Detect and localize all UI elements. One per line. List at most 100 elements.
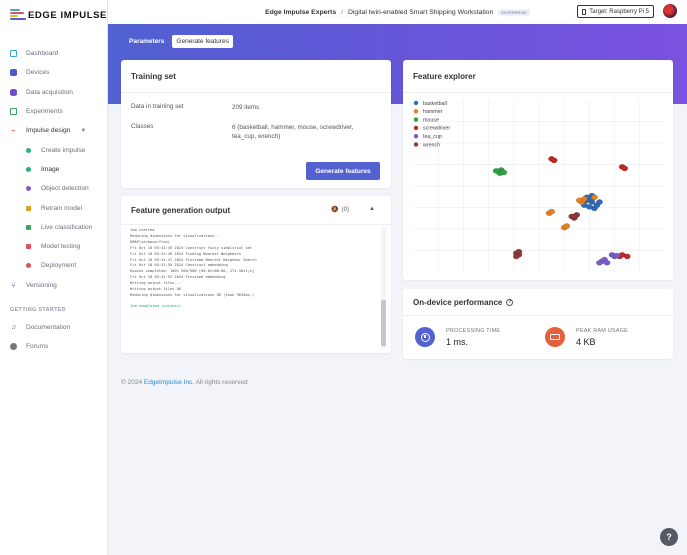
sidebar-item-label: Data acquisition bbox=[26, 88, 73, 96]
data-point-hammer[interactable] bbox=[548, 208, 556, 215]
training-set-title: Training set bbox=[131, 72, 176, 81]
sidebar-item-dashboard[interactable]: Dashboard bbox=[0, 44, 107, 63]
feature-explorer-card: Feature explorer basketball hammer mouse sc… bbox=[403, 60, 673, 280]
log-line: Reducing dimensions for visualizations..… bbox=[130, 233, 222, 238]
data-point-screwdriver[interactable] bbox=[623, 253, 631, 260]
logo[interactable]: EDGE IMPULSE bbox=[0, 0, 107, 30]
row-value: 6 (basketball, hammer, mouse, screwdrive… bbox=[232, 124, 354, 140]
data-point-mouse[interactable] bbox=[492, 168, 500, 174]
feature-explorer-plot[interactable]: basketball hammer mouse screwdriver tea_cup w… bbox=[413, 100, 665, 272]
avatar[interactable] bbox=[663, 4, 677, 18]
sidebar-subitem-live-classification[interactable]: Live classification bbox=[0, 218, 107, 237]
sidebar-item-versioning[interactable]: ⑂ Versioning bbox=[0, 276, 107, 295]
sidebar-item-forums[interactable]: Forums bbox=[0, 337, 107, 356]
sidebar-item-label: Deployment bbox=[41, 262, 77, 270]
chevron-down-icon[interactable]: ▼ bbox=[80, 127, 87, 134]
monitor-icon bbox=[10, 50, 17, 58]
metric-label: PEAK RAM USAGE bbox=[576, 327, 629, 334]
metric-value: 4 KB bbox=[576, 336, 596, 347]
sidebar-nav: Dashboard Devices Data acquisition Exper… bbox=[0, 44, 107, 356]
legend-label-tea_cup: tea_cup bbox=[423, 134, 442, 140]
data-point-hammer[interactable] bbox=[580, 196, 588, 202]
sidebar-item-documentation[interactable]: ♫ Documentation bbox=[0, 318, 107, 337]
data-point-tea_cup[interactable] bbox=[613, 252, 621, 259]
scatter-plot[interactable]: basketball hammer mouse screwdriver tea_cupw… bbox=[413, 100, 665, 272]
data-point-tea_cup[interactable] bbox=[596, 259, 603, 266]
console-output: Job started Reducing dimensions for visu… bbox=[130, 228, 390, 350]
sidebar-subitem-retrain-model[interactable]: Retrain model bbox=[0, 198, 107, 217]
collapse-icon[interactable]: ▲ bbox=[369, 206, 375, 212]
sidebar-subitem-object-detection[interactable]: Object detection bbox=[0, 179, 107, 198]
legend-label-screwdriver: screwdriver bbox=[423, 126, 450, 132]
tab-generate-features[interactable]: Generate features bbox=[172, 35, 233, 48]
log-line: Job started bbox=[130, 228, 155, 232]
topbar: Edge Impulse Experts / Digital twin-enab… bbox=[108, 0, 687, 24]
footer-company-link[interactable]: EdgeImpulse Inc. bbox=[143, 379, 195, 386]
dot-icon bbox=[26, 166, 31, 172]
legend-marker-screwdriver bbox=[413, 125, 419, 131]
data-point-basketball[interactable] bbox=[585, 204, 593, 210]
generate-features-button[interactable]: Generate features bbox=[306, 162, 380, 180]
data-point-tea_cup[interactable] bbox=[603, 259, 611, 266]
data-point-basketball[interactable] bbox=[596, 199, 603, 205]
log-line: Fri Oct 18 05:41:45 2024 Construct fuzzy… bbox=[130, 245, 253, 250]
breadcrumb-project[interactable]: Digital twin-enabled Smart Shipping Work… bbox=[348, 8, 494, 16]
divider bbox=[403, 315, 673, 316]
data-point-hammer[interactable] bbox=[563, 223, 571, 229]
sidebar-item-label: Model testing bbox=[41, 243, 81, 251]
log-line: Writing output files... bbox=[130, 281, 182, 286]
tabs: Parameters Generate features bbox=[125, 35, 237, 48]
sidebar-item-label: Documentation bbox=[26, 324, 71, 331]
sidebar-item-devices[interactable]: Devices bbox=[0, 63, 107, 82]
divider bbox=[403, 92, 673, 93]
training-set-card: Training set Data in training set 209 it… bbox=[121, 60, 391, 188]
devices-icon bbox=[10, 69, 17, 77]
legend-label-mouse: mouse bbox=[423, 117, 439, 123]
legend-marker-tea_cup bbox=[413, 134, 419, 139]
sidebar-item-label: Devices bbox=[26, 69, 50, 77]
section-title-getting-started: GETTING STARTED bbox=[10, 306, 67, 313]
memory-icon bbox=[545, 327, 565, 347]
sidebar: EDGE IMPULSE Dashboard Devices Data acqu… bbox=[0, 0, 108, 555]
dot-icon bbox=[26, 147, 31, 153]
row-value: 209 items bbox=[232, 104, 260, 111]
sidebar-subitem-create-impulse[interactable]: Create impulse bbox=[0, 140, 107, 159]
help-button[interactable]: ? bbox=[660, 528, 678, 546]
on-device-title-text: On-device performance bbox=[413, 298, 503, 307]
help-icon[interactable]: ? bbox=[506, 299, 514, 306]
sidebar-item-label: Image bbox=[41, 165, 60, 173]
sidebar-subitem-deployment[interactable]: Deployment bbox=[0, 256, 107, 275]
sidebar-item-label: Live classification bbox=[41, 223, 93, 231]
logo-text: EDGE IMPULSE bbox=[28, 9, 107, 21]
sidebar-item-label: Impulse design bbox=[26, 127, 71, 135]
sidebar-item-impulse-design[interactable]: ⌁ Impulse design ▼ bbox=[0, 121, 107, 140]
notification-toggle[interactable]: 🔕 (0) bbox=[331, 206, 349, 214]
forum-icon bbox=[10, 343, 17, 351]
breadcrumb-owner[interactable]: Edge Impulse Experts bbox=[265, 8, 337, 16]
deployment-icon bbox=[26, 263, 31, 269]
data-point-wrench[interactable] bbox=[570, 213, 578, 220]
log-line: Reducing dimensions for visualizations O… bbox=[130, 292, 255, 297]
data-point-screwdriver[interactable] bbox=[621, 165, 629, 172]
feature-explorer-title: Feature explorer bbox=[413, 72, 476, 81]
target-device-button[interactable]: Target: Raspberry Pi 5 bbox=[577, 5, 654, 18]
dot-icon bbox=[26, 186, 31, 192]
legend-marker-wrench bbox=[413, 142, 419, 147]
data-point-wrench[interactable] bbox=[512, 253, 520, 260]
console-scrollbar[interactable] bbox=[381, 228, 386, 348]
sidebar-subitem-image[interactable]: Image bbox=[0, 160, 107, 179]
sidebar-item-data-acquisition[interactable]: Data acquisition bbox=[0, 83, 107, 102]
sidebar-item-experiments[interactable]: Experiments bbox=[0, 102, 107, 121]
data-point-mouse[interactable] bbox=[500, 169, 508, 176]
table-icon bbox=[10, 108, 17, 116]
feature-output-card: Feature generation output 🔕 (0) ▲ Job st… bbox=[121, 196, 391, 353]
tab-parameters[interactable]: Parameters bbox=[129, 38, 165, 45]
sidebar-item-label: Object detection bbox=[41, 185, 89, 193]
data-point-wrench[interactable] bbox=[515, 248, 523, 255]
sidebar-item-label: Retrain model bbox=[41, 204, 83, 212]
data-point-screwdriver[interactable] bbox=[550, 157, 558, 164]
scrollbar-thumb[interactable] bbox=[381, 300, 386, 346]
data-point-hammer[interactable] bbox=[591, 194, 598, 200]
notify-count: (0) bbox=[341, 206, 349, 213]
sidebar-subitem-model-testing[interactable]: Model testing bbox=[0, 237, 107, 256]
